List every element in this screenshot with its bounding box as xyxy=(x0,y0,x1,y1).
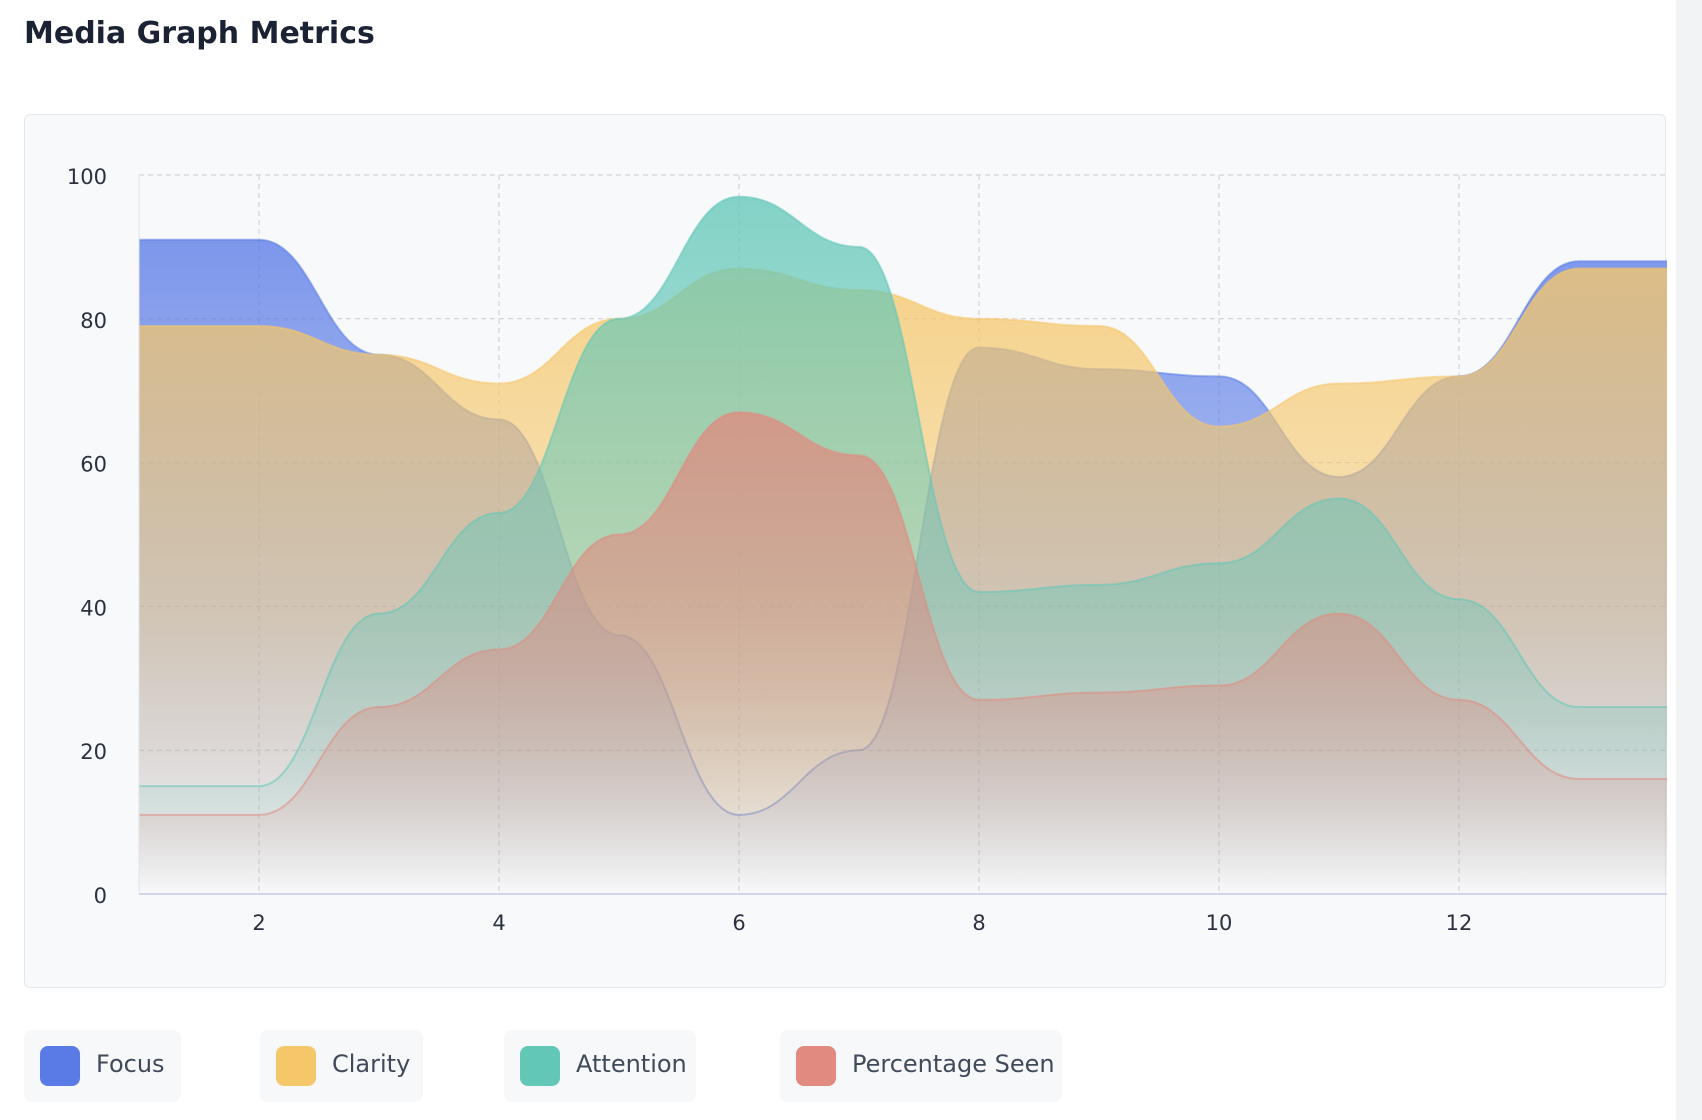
y-tick-label: 60 xyxy=(80,453,107,477)
legend-item-focus[interactable]: Focus xyxy=(24,1030,181,1102)
y-tick-label: 20 xyxy=(80,740,107,764)
area-chart: 0204060801002468101214 xyxy=(67,165,1667,935)
legend-swatch-clarity xyxy=(276,1046,316,1086)
y-tick-label: 100 xyxy=(67,165,107,189)
legend-label: Percentage Seen xyxy=(852,1050,1055,1078)
legend-item-attention[interactable]: Attention xyxy=(504,1030,696,1102)
scrollbar-track[interactable] xyxy=(1676,0,1702,1120)
x-tick-label: 10 xyxy=(1206,911,1233,935)
x-tick-label: 4 xyxy=(492,911,505,935)
axes: 0204060801002468101214 xyxy=(67,165,1667,935)
legend-swatch-percentage-seen xyxy=(796,1046,836,1086)
x-tick-label: 8 xyxy=(972,911,985,935)
x-tick-label: 6 xyxy=(732,911,745,935)
legend-swatch-focus xyxy=(40,1046,80,1086)
legend-swatch-attention xyxy=(520,1046,560,1086)
page-title: Media Graph Metrics xyxy=(24,16,375,51)
legend-label: Focus xyxy=(96,1050,165,1078)
y-tick-label: 80 xyxy=(80,309,107,333)
legend-label: Clarity xyxy=(332,1050,411,1078)
line-attention xyxy=(139,195,1667,788)
series-areas xyxy=(138,195,1667,894)
y-tick-label: 40 xyxy=(80,596,107,620)
y-tick-label: 0 xyxy=(94,884,107,908)
legend-item-clarity[interactable]: Clarity xyxy=(260,1030,423,1102)
legend: Focus Clarity Attention Percentage Seen xyxy=(24,1030,1124,1102)
line-percentage-seen xyxy=(138,411,1667,816)
legend-label: Attention xyxy=(576,1050,687,1078)
legend-item-percentage-seen[interactable]: Percentage Seen xyxy=(780,1030,1062,1102)
x-tick-label: 2 xyxy=(252,911,265,935)
line-clarity xyxy=(139,267,1667,428)
area-percentage-seen[interactable] xyxy=(139,412,1667,894)
chart-card: 0204060801002468101214 xyxy=(24,114,1667,988)
x-tick-label: 12 xyxy=(1446,911,1473,935)
